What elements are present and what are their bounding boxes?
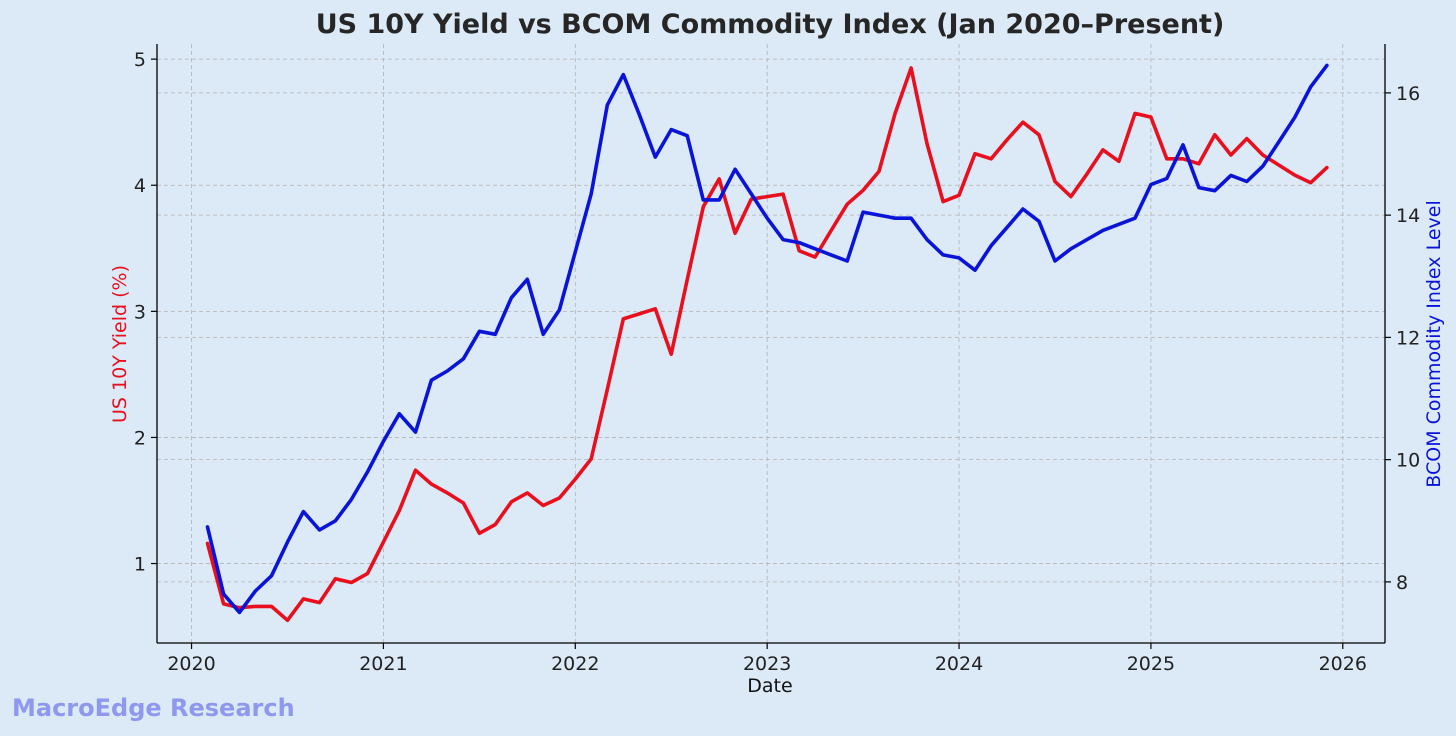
y-right-axis-label: BCOM Commodity Index Level	[1423, 200, 1445, 487]
x-tick-label: 2020	[167, 653, 215, 675]
yield-series-line	[205, 66, 1329, 623]
chart-axes	[156, 44, 1386, 644]
x-tick-label: 2022	[551, 653, 599, 675]
x-tick-label: 2024	[935, 653, 983, 675]
x-axis-label: Date	[747, 675, 792, 697]
y-left-tick-label: 1	[134, 554, 146, 576]
x-tick-label: 2025	[1127, 653, 1175, 675]
x-tick-label: 2026	[1319, 653, 1367, 675]
y-right-tick-label: 16	[1396, 83, 1420, 105]
x-axis-ticks: 2020 2021 2022 2023 2024 2025 2026	[167, 643, 1367, 675]
y-right-tick-label: 8	[1396, 572, 1408, 594]
watermark: MacroEdge Research	[12, 694, 295, 722]
y-left-tick-label: 5	[134, 49, 146, 71]
y-right-axis-ticks: 8 10 12 14 16	[1385, 83, 1420, 594]
y-left-tick-label: 4	[134, 175, 146, 197]
y-right-tick-label: 12	[1396, 327, 1420, 349]
bcom-series-line	[205, 63, 1329, 615]
grid-lines	[157, 44, 1385, 643]
y-left-axis-ticks: 1 2 3 4 5	[134, 49, 157, 576]
y-right-tick-label: 10	[1396, 450, 1420, 472]
y-left-tick-label: 3	[134, 301, 146, 323]
y-left-tick-label: 2	[134, 427, 146, 449]
y-right-tick-label: 14	[1396, 205, 1420, 227]
x-tick-label: 2023	[743, 653, 791, 675]
x-tick-label: 2021	[359, 653, 407, 675]
chart-title: US 10Y Yield vs BCOM Commodity Index (Ja…	[316, 9, 1225, 40]
y-left-axis-label: US 10Y Yield (%)	[109, 265, 131, 423]
series-lines	[205, 63, 1329, 623]
